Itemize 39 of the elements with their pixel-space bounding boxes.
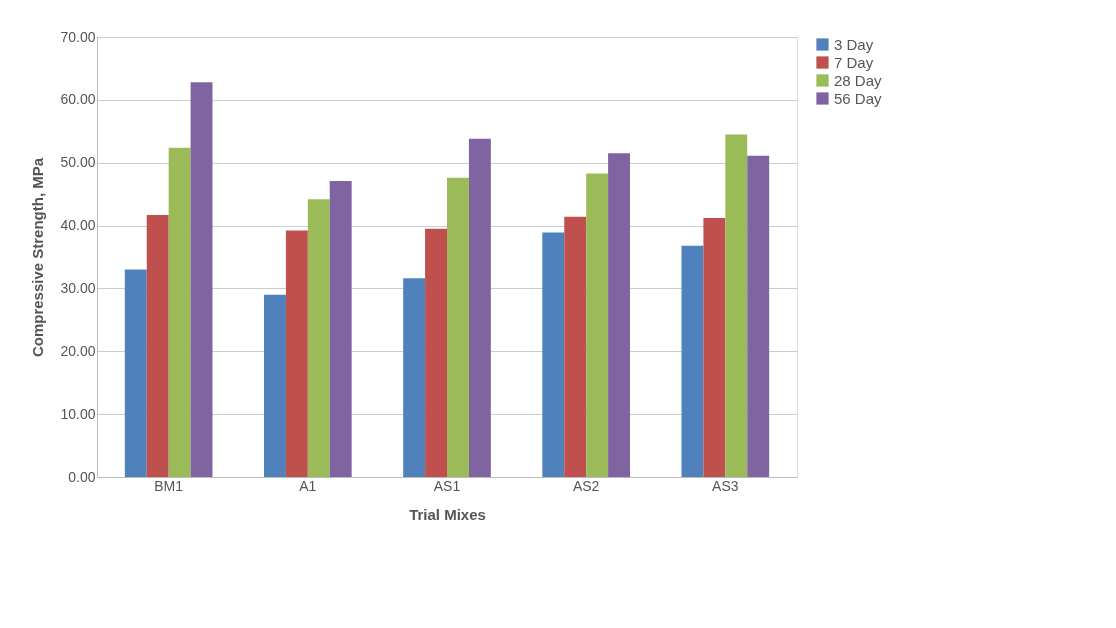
y-axis-title: Compressive Strength, MPa bbox=[29, 157, 47, 358]
bar bbox=[264, 294, 286, 477]
bar bbox=[124, 269, 147, 477]
bar bbox=[725, 134, 748, 477]
bar bbox=[542, 232, 565, 477]
bar bbox=[747, 155, 770, 477]
bar bbox=[329, 180, 352, 477]
x-tick-label: A1 bbox=[299, 477, 317, 494]
legend-label: 28 Day bbox=[834, 71, 883, 89]
y-tick-label: 0.00 bbox=[68, 468, 96, 485]
y-tick-label: 10.00 bbox=[60, 405, 96, 422]
legend-label: 56 Day bbox=[834, 89, 883, 107]
bar bbox=[681, 245, 704, 477]
y-tick-label: 20.00 bbox=[60, 342, 96, 359]
x-tick-label: AS3 bbox=[712, 477, 739, 494]
y-tick-label: 30.00 bbox=[60, 279, 96, 296]
bar bbox=[586, 173, 609, 477]
legend-label: 7 Day bbox=[834, 53, 874, 71]
bar bbox=[608, 153, 630, 477]
bar bbox=[168, 147, 191, 477]
x-tick-label: AS2 bbox=[572, 477, 600, 494]
x-tick-label: AS1 bbox=[433, 477, 461, 494]
bar bbox=[146, 214, 169, 477]
bar bbox=[285, 230, 308, 477]
bar bbox=[447, 177, 469, 477]
legend-label: 3 Day bbox=[834, 35, 874, 53]
bar bbox=[403, 278, 426, 477]
bar bbox=[307, 199, 330, 477]
y-tick-label: 70.00 bbox=[60, 28, 96, 45]
bar bbox=[703, 218, 726, 477]
y-tick-label: 40.00 bbox=[60, 217, 96, 234]
y-tick-label: 50.00 bbox=[60, 154, 96, 171]
x-axis-title: Trial Mixes bbox=[409, 505, 486, 523]
bar bbox=[190, 82, 213, 477]
x-tick-label: BM1 bbox=[154, 477, 184, 494]
bar bbox=[425, 228, 447, 477]
bar bbox=[564, 216, 587, 477]
y-tick-label: 60.00 bbox=[60, 91, 96, 108]
bar bbox=[468, 138, 491, 477]
